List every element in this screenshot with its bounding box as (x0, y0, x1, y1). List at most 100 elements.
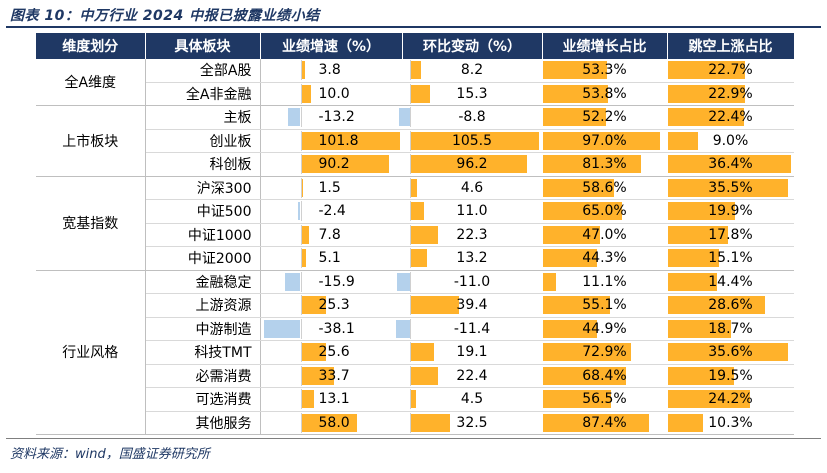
board-label: 中证500 (145, 199, 261, 224)
board-label: 必需消费 (145, 364, 261, 388)
share-cell: 97.0% (542, 129, 667, 153)
share-cell: 81.3% (542, 152, 667, 177)
header-growth-share: 业绩增长占比 (542, 33, 668, 59)
share-cell: 53.3% (542, 59, 667, 83)
share-value: 72.9% (582, 344, 627, 361)
share-cell: 55.1% (542, 293, 667, 318)
qoq-bar (396, 272, 410, 291)
gap-bar (668, 178, 788, 197)
growth-bar (301, 178, 303, 197)
growth-zero-axis (300, 365, 302, 386)
gap-bar (668, 84, 746, 103)
growth-zero-axis (300, 177, 302, 198)
growth-bar (301, 296, 326, 315)
qoq-value: 105.5 (451, 132, 493, 149)
growth-value: 25.6 (318, 344, 350, 361)
qoq-value: 22.4 (456, 367, 488, 384)
qoq-cell: 15.3 (402, 82, 542, 106)
table-row: 必需消费 33.7 22.4 68.4% 19.5% (36, 364, 794, 388)
qoq-zero-axis (410, 248, 411, 269)
gap-bar (668, 413, 703, 432)
table-row: 科创板 90.2 96.2 81.3% 36.4% (36, 152, 794, 177)
qoq-bar (411, 202, 425, 221)
growth-bar (301, 366, 335, 385)
qoq-cell: 32.5 (402, 411, 542, 435)
gap-value: 18.7% (708, 320, 753, 337)
gap-value: 24.2% (708, 391, 753, 408)
table-row: 宽基指数 沪深300 1.5 4.6 58.6% 35.5% (36, 176, 794, 271)
title-rule (6, 26, 821, 28)
qoq-zero-axis (410, 107, 411, 128)
share-value: 97.0% (582, 132, 627, 149)
gap-value: 14.4% (708, 273, 753, 290)
growth-zero-axis (300, 342, 302, 363)
source-note: 资料来源：wind，国盛证券研究所 (10, 447, 210, 462)
qoq-cell: 19.1 (402, 340, 542, 365)
share-value: 56.5% (582, 391, 627, 408)
board-label: 中证2000 (145, 246, 261, 271)
table-row: 中游制造 -38.1 -11.4 44.9% 18.7% (36, 317, 794, 341)
growth-zero-axis (300, 318, 302, 339)
gap-bar (668, 366, 734, 385)
share-bar (543, 108, 607, 127)
qoq-bar (411, 131, 539, 150)
header-gap-share: 跳空上涨占比 (667, 33, 795, 59)
growth-zero-axis (300, 154, 302, 175)
gap-value: 28.6% (708, 297, 753, 314)
gap-value: 35.6% (708, 344, 753, 361)
group-label: 上市板块 (36, 105, 146, 177)
gap-value: 10.3% (708, 414, 753, 431)
header-board: 具体板块 (145, 33, 261, 59)
gap-cell: 19.5% (667, 364, 794, 388)
qoq-zero-axis (410, 412, 411, 433)
gap-bar (668, 131, 699, 150)
qoq-bar (411, 413, 451, 432)
qoq-cell: 22.3 (402, 223, 542, 247)
growth-bar (301, 84, 312, 103)
gap-cell: 36.4% (667, 152, 794, 177)
gap-cell: 9.0% (667, 129, 794, 153)
growth-cell: 25.3 (260, 293, 402, 318)
share-value: 52.2% (582, 109, 627, 126)
gap-bar (668, 202, 736, 221)
table-row: 科技TMT 25.6 19.1 72.9% 35.6% (36, 340, 794, 365)
share-bar (543, 131, 661, 150)
growth-cell: 90.2 (260, 152, 402, 177)
growth-zero-axis (300, 83, 302, 104)
qoq-cell: 11.0 (402, 199, 542, 224)
growth-zero-axis (300, 224, 302, 245)
growth-cell: -2.4 (260, 199, 402, 224)
table-row: 中证2000 5.1 13.2 44.3% 15.1% (36, 246, 794, 271)
share-value: 55.1% (582, 297, 627, 314)
gap-value: 19.9% (708, 203, 753, 220)
board-label: 中证1000 (145, 223, 261, 247)
share-value: 44.9% (582, 320, 627, 337)
growth-cell: 10.0 (260, 82, 402, 106)
share-cell: 87.4% (542, 411, 667, 435)
gap-bar (668, 225, 729, 244)
gap-value: 15.1% (708, 250, 753, 267)
gap-value: 35.5% (708, 179, 753, 196)
qoq-value: -8.8 (458, 109, 486, 126)
board-label: 科创板 (145, 152, 261, 177)
share-bar (543, 84, 609, 103)
gap-cell: 22.9% (667, 82, 794, 106)
qoq-zero-axis (410, 83, 411, 104)
growth-bar (301, 131, 400, 150)
growth-cell: -13.2 (260, 105, 402, 130)
table-row: 全A非金融 10.0 15.3 53.8% 22.9% (36, 82, 794, 106)
gap-value: 19.5% (708, 367, 753, 384)
growth-cell: 7.8 (260, 223, 402, 247)
qoq-cell: 22.4 (402, 364, 542, 388)
table-row: 上游资源 25.3 39.4 55.1% 28.6% (36, 293, 794, 318)
share-cell: 47.0% (542, 223, 667, 247)
gap-cell: 28.6% (667, 293, 794, 318)
growth-cell: 25.6 (260, 340, 402, 365)
board-label: 其他服务 (145, 411, 261, 435)
table-row: 其他服务 58.0 32.5 87.4% 10.3% (36, 411, 794, 435)
gap-cell: 19.9% (667, 199, 794, 224)
qoq-cell: 4.6 (402, 176, 542, 200)
qoq-value: -11.4 (453, 320, 491, 337)
group-label: 行业风格 (36, 270, 146, 435)
growth-cell: -38.1 (260, 317, 402, 341)
